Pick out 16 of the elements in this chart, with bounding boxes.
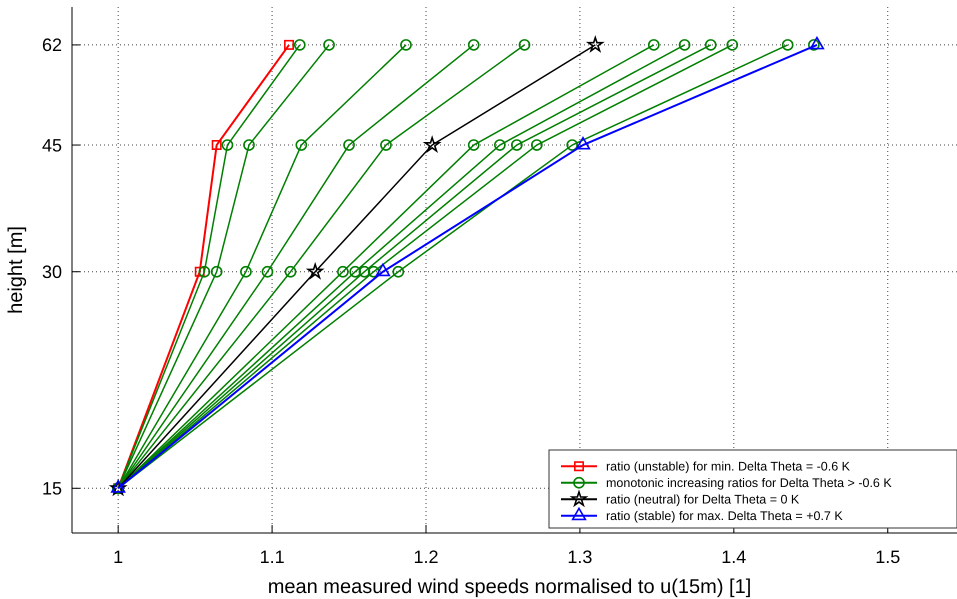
x-axis-title: mean measured wind speeds normalised to u(15m) [1] <box>268 576 752 598</box>
legend-label: monotonic increasing ratios for Delta Theta > -0.6 K <box>606 476 892 490</box>
x-tick-label: 1.2 <box>413 547 439 567</box>
x-tick-label: 1.5 <box>875 547 900 567</box>
y-axis-title: height [m] <box>5 226 27 314</box>
x-tick-label: 1 <box>113 547 124 567</box>
y-tick-label: 45 <box>42 135 62 156</box>
x-tick-label: 1.1 <box>260 547 285 567</box>
legend-label: ratio (unstable) for min. Delta Theta = -0.6 K <box>606 460 851 474</box>
x-tick-label: 1.3 <box>567 547 592 567</box>
legend-label: ratio (neutral) for Delta Theta = 0 K <box>606 492 800 507</box>
y-tick-label: 30 <box>42 262 62 282</box>
legend-label: ratio (stable) for max. Delta Theta = +0.7 K <box>606 509 844 524</box>
y-tick-label: 62 <box>42 35 62 56</box>
y-tick-label: 15 <box>42 478 62 499</box>
x-tick-label: 1.4 <box>721 547 746 567</box>
